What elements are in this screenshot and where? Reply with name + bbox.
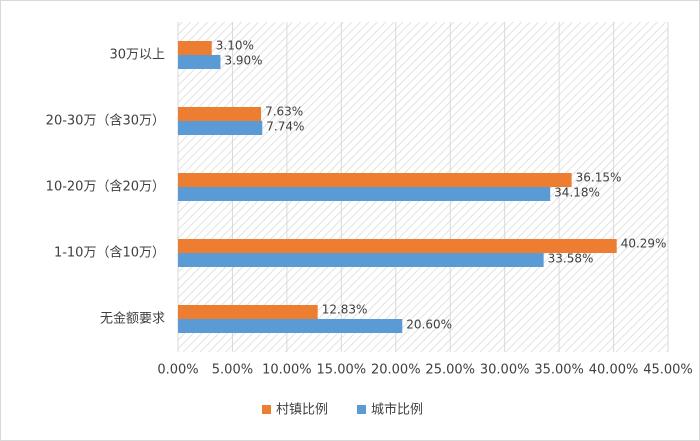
legend-swatch (357, 405, 366, 414)
legend-label: 城市比例 (371, 402, 423, 418)
x-tick-label: 35.00% (534, 363, 584, 378)
bar (178, 253, 544, 267)
legend-label: 村镇比例 (276, 403, 328, 418)
value-label: 36.15% (576, 171, 622, 185)
bar (178, 55, 221, 69)
value-label: 3.90% (224, 54, 262, 68)
bar (178, 107, 262, 121)
bar (178, 319, 403, 333)
x-tick-label: 40.00% (589, 363, 639, 378)
value-label: 12.83% (322, 303, 368, 317)
value-label: 34.18% (554, 186, 600, 200)
x-tick-label: 10.00% (262, 363, 312, 378)
bar (178, 173, 572, 187)
x-tick-label: 30.00% (480, 363, 530, 378)
x-tick-label: 25.00% (425, 363, 475, 378)
bar (178, 239, 617, 253)
x-tick-label: 0.00% (157, 363, 198, 378)
bar (178, 121, 263, 135)
x-tick-label: 15.00% (317, 363, 367, 378)
value-label: 7.63% (265, 105, 303, 119)
y-tick-label: 无金额要求 (100, 311, 165, 327)
y-tick-label: 20-30万（含30万） (46, 113, 165, 129)
x-tick-label: 20.00% (371, 363, 421, 378)
y-tick-label: 1-10万（含10万） (54, 245, 165, 261)
x-tick-label: 5.00% (212, 363, 253, 378)
y-tick-label: 10-20万（含20万） (46, 179, 165, 195)
bar (178, 41, 212, 55)
legend-swatch (262, 405, 271, 414)
value-label: 33.58% (548, 252, 594, 266)
bar (178, 305, 318, 319)
value-label: 40.29% (621, 237, 667, 251)
y-tick-label: 30万以上 (109, 48, 165, 63)
x-tick-label: 45.00% (643, 363, 693, 378)
bar (178, 187, 551, 201)
value-label: 3.10% (216, 39, 254, 53)
value-label: 20.60% (406, 318, 452, 332)
value-label: 7.74% (266, 120, 304, 134)
